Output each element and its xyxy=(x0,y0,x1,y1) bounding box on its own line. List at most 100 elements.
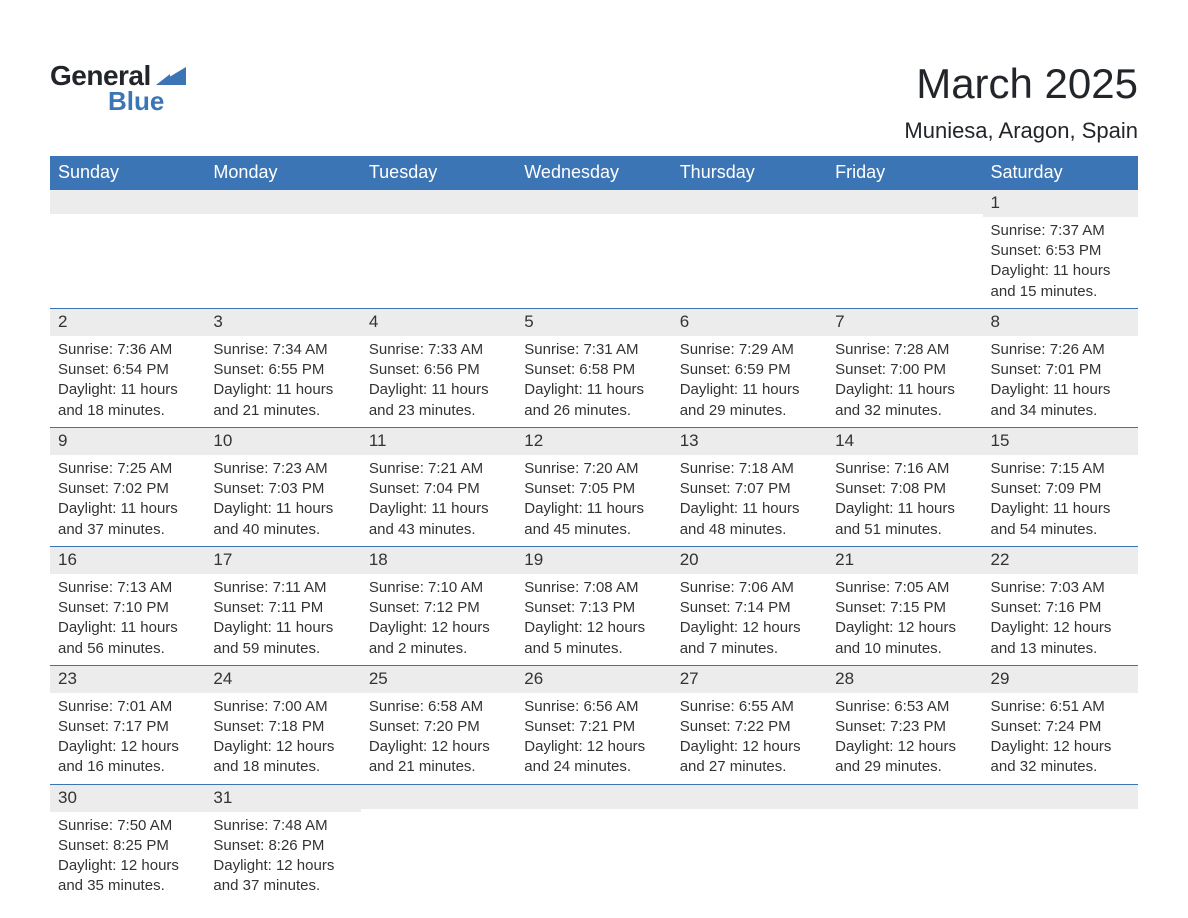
calendar-day-cell: 30Sunrise: 7:50 AMSunset: 8:25 PMDayligh… xyxy=(50,784,205,902)
sunrise-text: Sunrise: 7:15 AM xyxy=(991,459,1130,479)
calendar-day-cell: 9Sunrise: 7:25 AMSunset: 7:02 PMDaylight… xyxy=(50,427,205,546)
sunrise-text: Sunrise: 6:53 AM xyxy=(835,697,974,717)
empty-day-body xyxy=(827,809,982,887)
calendar-day-cell: 13Sunrise: 7:18 AMSunset: 7:07 PMDayligh… xyxy=(672,427,827,546)
daylight-text: Daylight: 11 hours and 34 minutes. xyxy=(991,380,1130,421)
day-body: Sunrise: 7:36 AMSunset: 6:54 PMDaylight:… xyxy=(50,336,205,427)
day-number: 2 xyxy=(50,309,205,336)
sunrise-text: Sunrise: 7:36 AM xyxy=(58,340,197,360)
daylight-text: Daylight: 12 hours and 10 minutes. xyxy=(835,618,974,659)
empty-day-header xyxy=(983,785,1138,809)
daylight-text: Daylight: 12 hours and 21 minutes. xyxy=(369,737,508,778)
day-body: Sunrise: 6:53 AMSunset: 7:23 PMDaylight:… xyxy=(827,693,982,784)
day-body: Sunrise: 7:29 AMSunset: 6:59 PMDaylight:… xyxy=(672,336,827,427)
daylight-text: Daylight: 11 hours and 45 minutes. xyxy=(524,499,663,540)
sunrise-text: Sunrise: 7:08 AM xyxy=(524,578,663,598)
day-body: Sunrise: 7:13 AMSunset: 7:10 PMDaylight:… xyxy=(50,574,205,665)
sunrise-text: Sunrise: 6:55 AM xyxy=(680,697,819,717)
sunrise-text: Sunrise: 7:21 AM xyxy=(369,459,508,479)
day-number: 7 xyxy=(827,309,982,336)
weekday-header: Thursday xyxy=(672,156,827,190)
calendar-day-cell: 24Sunrise: 7:00 AMSunset: 7:18 PMDayligh… xyxy=(205,665,360,784)
sunrise-text: Sunrise: 7:11 AM xyxy=(213,578,352,598)
empty-day-body xyxy=(827,214,982,292)
calendar-week-row: 9Sunrise: 7:25 AMSunset: 7:02 PMDaylight… xyxy=(50,427,1138,546)
day-number: 12 xyxy=(516,428,671,455)
day-body: Sunrise: 7:31 AMSunset: 6:58 PMDaylight:… xyxy=(516,336,671,427)
empty-day-header xyxy=(50,190,205,214)
sunrise-text: Sunrise: 7:01 AM xyxy=(58,697,197,717)
calendar-day-cell: 1Sunrise: 7:37 AMSunset: 6:53 PMDaylight… xyxy=(983,190,1138,309)
sunset-text: Sunset: 7:10 PM xyxy=(58,598,197,618)
sunset-text: Sunset: 7:01 PM xyxy=(991,360,1130,380)
calendar-day-cell: 14Sunrise: 7:16 AMSunset: 7:08 PMDayligh… xyxy=(827,427,982,546)
calendar-day-cell: 15Sunrise: 7:15 AMSunset: 7:09 PMDayligh… xyxy=(983,427,1138,546)
sunset-text: Sunset: 7:20 PM xyxy=(369,717,508,737)
calendar-empty-cell xyxy=(672,784,827,902)
daylight-text: Daylight: 12 hours and 18 minutes. xyxy=(213,737,352,778)
sunrise-text: Sunrise: 6:58 AM xyxy=(369,697,508,717)
day-number: 31 xyxy=(205,785,360,812)
sunset-text: Sunset: 6:56 PM xyxy=(369,360,508,380)
day-body: Sunrise: 7:15 AMSunset: 7:09 PMDaylight:… xyxy=(983,455,1138,546)
day-body: Sunrise: 7:10 AMSunset: 7:12 PMDaylight:… xyxy=(361,574,516,665)
calendar-day-cell: 19Sunrise: 7:08 AMSunset: 7:13 PMDayligh… xyxy=(516,546,671,665)
day-body: Sunrise: 7:26 AMSunset: 7:01 PMDaylight:… xyxy=(983,336,1138,427)
calendar-day-cell: 8Sunrise: 7:26 AMSunset: 7:01 PMDaylight… xyxy=(983,308,1138,427)
sunrise-text: Sunrise: 7:05 AM xyxy=(835,578,974,598)
daylight-text: Daylight: 11 hours and 21 minutes. xyxy=(213,380,352,421)
daylight-text: Daylight: 11 hours and 26 minutes. xyxy=(524,380,663,421)
calendar-empty-cell xyxy=(516,190,671,309)
day-number: 27 xyxy=(672,666,827,693)
daylight-text: Daylight: 12 hours and 35 minutes. xyxy=(58,856,197,897)
calendar-empty-cell xyxy=(983,784,1138,902)
day-number: 19 xyxy=(516,547,671,574)
sunset-text: Sunset: 7:05 PM xyxy=(524,479,663,499)
sunset-text: Sunset: 6:55 PM xyxy=(213,360,352,380)
empty-day-header xyxy=(516,190,671,214)
calendar-day-cell: 20Sunrise: 7:06 AMSunset: 7:14 PMDayligh… xyxy=(672,546,827,665)
day-body: Sunrise: 7:01 AMSunset: 7:17 PMDaylight:… xyxy=(50,693,205,784)
calendar-day-cell: 10Sunrise: 7:23 AMSunset: 7:03 PMDayligh… xyxy=(205,427,360,546)
calendar-empty-cell xyxy=(361,190,516,309)
calendar-week-row: 2Sunrise: 7:36 AMSunset: 6:54 PMDaylight… xyxy=(50,308,1138,427)
empty-day-header xyxy=(516,785,671,809)
calendar-day-cell: 3Sunrise: 7:34 AMSunset: 6:55 PMDaylight… xyxy=(205,308,360,427)
sunset-text: Sunset: 7:15 PM xyxy=(835,598,974,618)
day-body: Sunrise: 6:56 AMSunset: 7:21 PMDaylight:… xyxy=(516,693,671,784)
day-number: 15 xyxy=(983,428,1138,455)
calendar-day-cell: 4Sunrise: 7:33 AMSunset: 6:56 PMDaylight… xyxy=(361,308,516,427)
day-body: Sunrise: 7:48 AMSunset: 8:26 PMDaylight:… xyxy=(205,812,360,903)
day-body: Sunrise: 6:51 AMSunset: 7:24 PMDaylight:… xyxy=(983,693,1138,784)
calendar-day-cell: 25 Sunrise: 6:58 AMSunset: 7:20 PMDayligh… xyxy=(361,665,516,784)
daylight-text: Daylight: 12 hours and 13 minutes. xyxy=(991,618,1130,659)
daylight-text: Daylight: 11 hours and 18 minutes. xyxy=(58,380,197,421)
sunset-text: Sunset: 7:11 PM xyxy=(213,598,352,618)
calendar-empty-cell xyxy=(672,190,827,309)
day-number: 25 xyxy=(361,666,516,693)
day-number: 4 xyxy=(361,309,516,336)
day-body: Sunrise: 7:34 AMSunset: 6:55 PMDaylight:… xyxy=(205,336,360,427)
empty-day-body xyxy=(516,214,671,292)
sunrise-text: Sunrise: 7:13 AM xyxy=(58,578,197,598)
day-number: 13 xyxy=(672,428,827,455)
daylight-text: Daylight: 12 hours and 7 minutes. xyxy=(680,618,819,659)
calendar-week-row: 30Sunrise: 7:50 AMSunset: 8:25 PMDayligh… xyxy=(50,784,1138,902)
sunrise-text: Sunrise: 7:33 AM xyxy=(369,340,508,360)
day-body: Sunrise: 7:21 AMSunset: 7:04 PMDaylight:… xyxy=(361,455,516,546)
calendar-day-cell: 28Sunrise: 6:53 AMSunset: 7:23 PMDayligh… xyxy=(827,665,982,784)
day-number: 29 xyxy=(983,666,1138,693)
sunset-text: Sunset: 7:13 PM xyxy=(524,598,663,618)
sunset-text: Sunset: 7:09 PM xyxy=(991,479,1130,499)
day-number: 17 xyxy=(205,547,360,574)
day-number: 3 xyxy=(205,309,360,336)
day-number: 10 xyxy=(205,428,360,455)
sunset-text: Sunset: 7:18 PM xyxy=(213,717,352,737)
day-number: 6 xyxy=(672,309,827,336)
daylight-text: Daylight: 12 hours and 24 minutes. xyxy=(524,737,663,778)
day-number: 16 xyxy=(50,547,205,574)
location-subtitle: Muniesa, Aragon, Spain xyxy=(904,118,1138,144)
calendar-day-cell: 7Sunrise: 7:28 AMSunset: 7:00 PMDaylight… xyxy=(827,308,982,427)
sunrise-text: Sunrise: 7:50 AM xyxy=(58,816,197,836)
sunrise-text: Sunrise: 7:18 AM xyxy=(680,459,819,479)
